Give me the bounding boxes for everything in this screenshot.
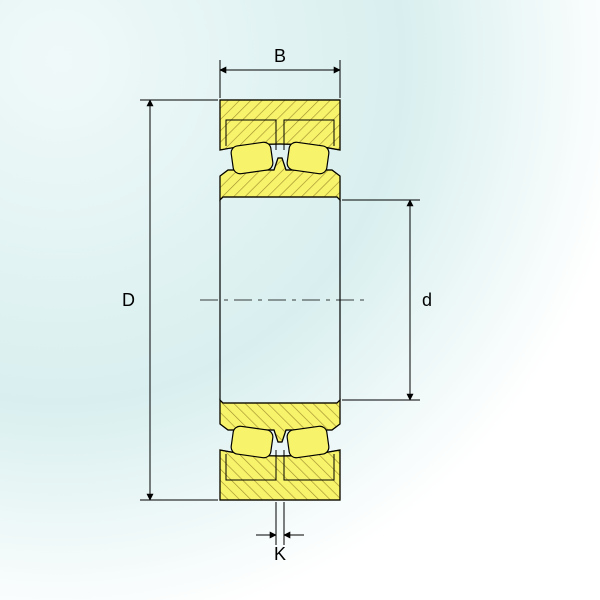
top-half (220, 100, 340, 200)
label-d: d (422, 290, 432, 310)
label-K: K (274, 544, 286, 564)
label-B: B (274, 46, 286, 66)
bearing-cross-section-diagram: B D d K (0, 0, 600, 600)
roller-top-left (230, 141, 274, 174)
bottom-half (220, 400, 340, 500)
label-D: D (122, 290, 135, 310)
dimension-K (256, 502, 304, 545)
roller-top-right (286, 141, 330, 174)
